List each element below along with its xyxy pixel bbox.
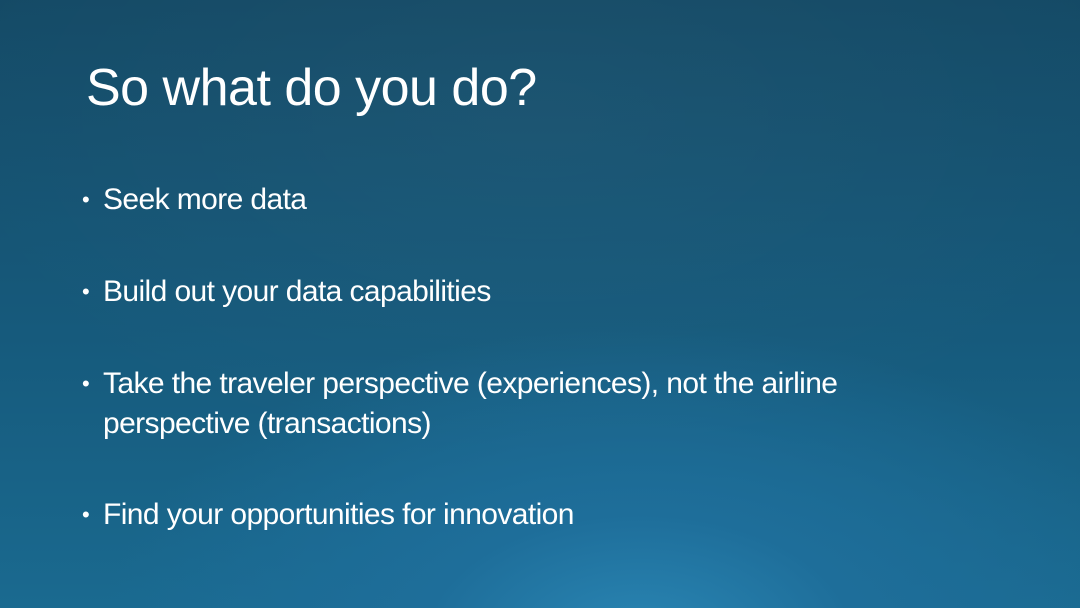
bullet-item-traveler-perspective: • Take the traveler perspective (experie… — [80, 364, 903, 444]
slide-title: So what do you do? — [86, 59, 537, 117]
bullet-item-build-capabilities: • Build out your data capabilities — [80, 272, 491, 312]
bullet-text: Seek more data — [103, 183, 307, 216]
bullet-item-opportunities: • Find your opportunities for innovation — [80, 495, 574, 535]
bullet-text: Take the traveler perspective (experienc… — [103, 367, 838, 440]
bullet-icon: • — [82, 371, 90, 396]
bullet-item-seek-more-data: • Seek more data — [80, 180, 307, 220]
bullet-text: Find your opportunities for innovation — [103, 498, 574, 531]
bullet-text: Build out your data capabilities — [103, 275, 491, 308]
bullet-icon: • — [82, 279, 90, 304]
bullet-icon: • — [82, 187, 90, 212]
bullet-icon: • — [82, 502, 90, 527]
